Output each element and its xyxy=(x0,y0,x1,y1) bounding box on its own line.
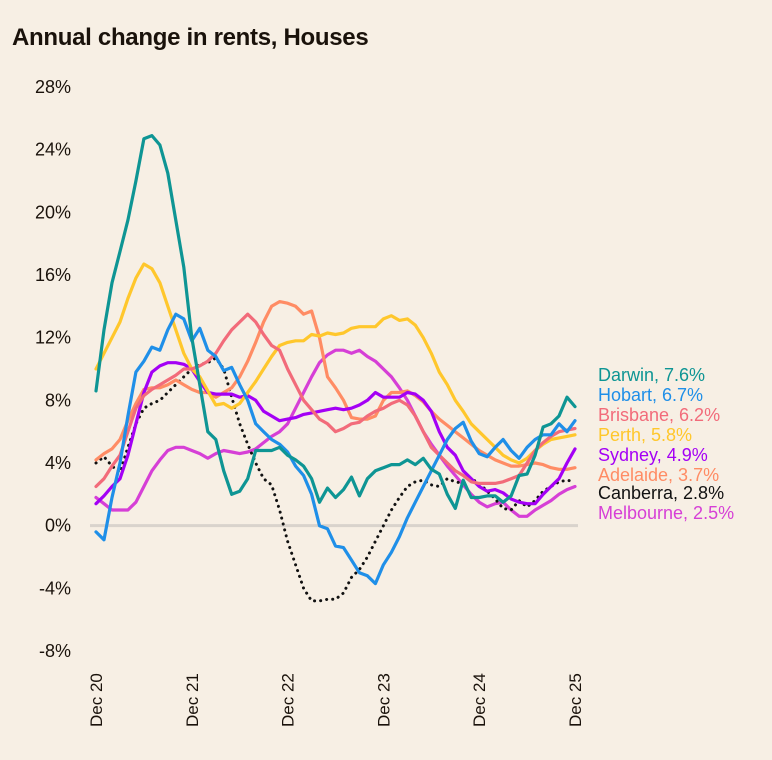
x-tick-label: Dec 22 xyxy=(279,673,298,727)
series-line-adelaide xyxy=(94,300,577,471)
legend-label-sydney: Sydney, 4.9% xyxy=(598,445,708,465)
legend-label-perth: Perth, 5.8% xyxy=(598,425,692,445)
y-tick-label: 24% xyxy=(35,140,71,160)
y-tick-label: 12% xyxy=(35,328,71,348)
x-axis: Dec 20 Dec 21 Dec 22 Dec 23 Dec 24 Dec 25 xyxy=(87,673,585,727)
x-tick-label: Dec 25 xyxy=(566,673,585,727)
legend-label-canberra: Canberra, 2.8% xyxy=(598,483,724,503)
series-line-sydney xyxy=(94,361,577,506)
y-tick-label: 20% xyxy=(35,202,71,222)
legend-label-hobart: Hobart, 6.7% xyxy=(598,385,703,405)
legend-label-brisbane: Brisbane, 6.2% xyxy=(598,405,720,425)
x-tick-label: Dec 20 xyxy=(87,673,106,727)
x-tick-label: Dec 21 xyxy=(183,673,202,727)
y-tick-label: 4% xyxy=(45,453,71,473)
legend: Darwin, 7.6%Hobart, 6.7%Brisbane, 6.2%Pe… xyxy=(598,365,734,523)
legend-label-darwin: Darwin, 7.6% xyxy=(598,365,705,385)
series-line-brisbane xyxy=(94,312,577,489)
y-tick-label: -8% xyxy=(39,641,71,661)
series-lines xyxy=(94,134,577,603)
series-line-melbourne xyxy=(94,348,577,518)
y-tick-label: 0% xyxy=(45,516,71,536)
legend-label-adelaide: Adelaide, 3.7% xyxy=(598,465,719,485)
series-line-hobart xyxy=(94,312,577,586)
series-line-canberra xyxy=(94,356,577,603)
series-line-darwin xyxy=(94,134,577,510)
y-tick-label: 8% xyxy=(45,390,71,410)
x-tick-label: Dec 24 xyxy=(470,673,489,727)
y-tick-label: 28% xyxy=(35,77,71,97)
chart-title: Annual change in rents, Houses xyxy=(12,24,369,51)
y-axis: 28% 24% 20% 16% 12% 8% 4% 0% -4% -8% xyxy=(35,77,71,661)
x-tick-label: Dec 23 xyxy=(374,673,393,727)
legend-label-melbourne: Melbourne, 2.5% xyxy=(598,503,734,523)
y-tick-label: -4% xyxy=(39,578,71,598)
y-tick-label: 16% xyxy=(35,265,71,285)
